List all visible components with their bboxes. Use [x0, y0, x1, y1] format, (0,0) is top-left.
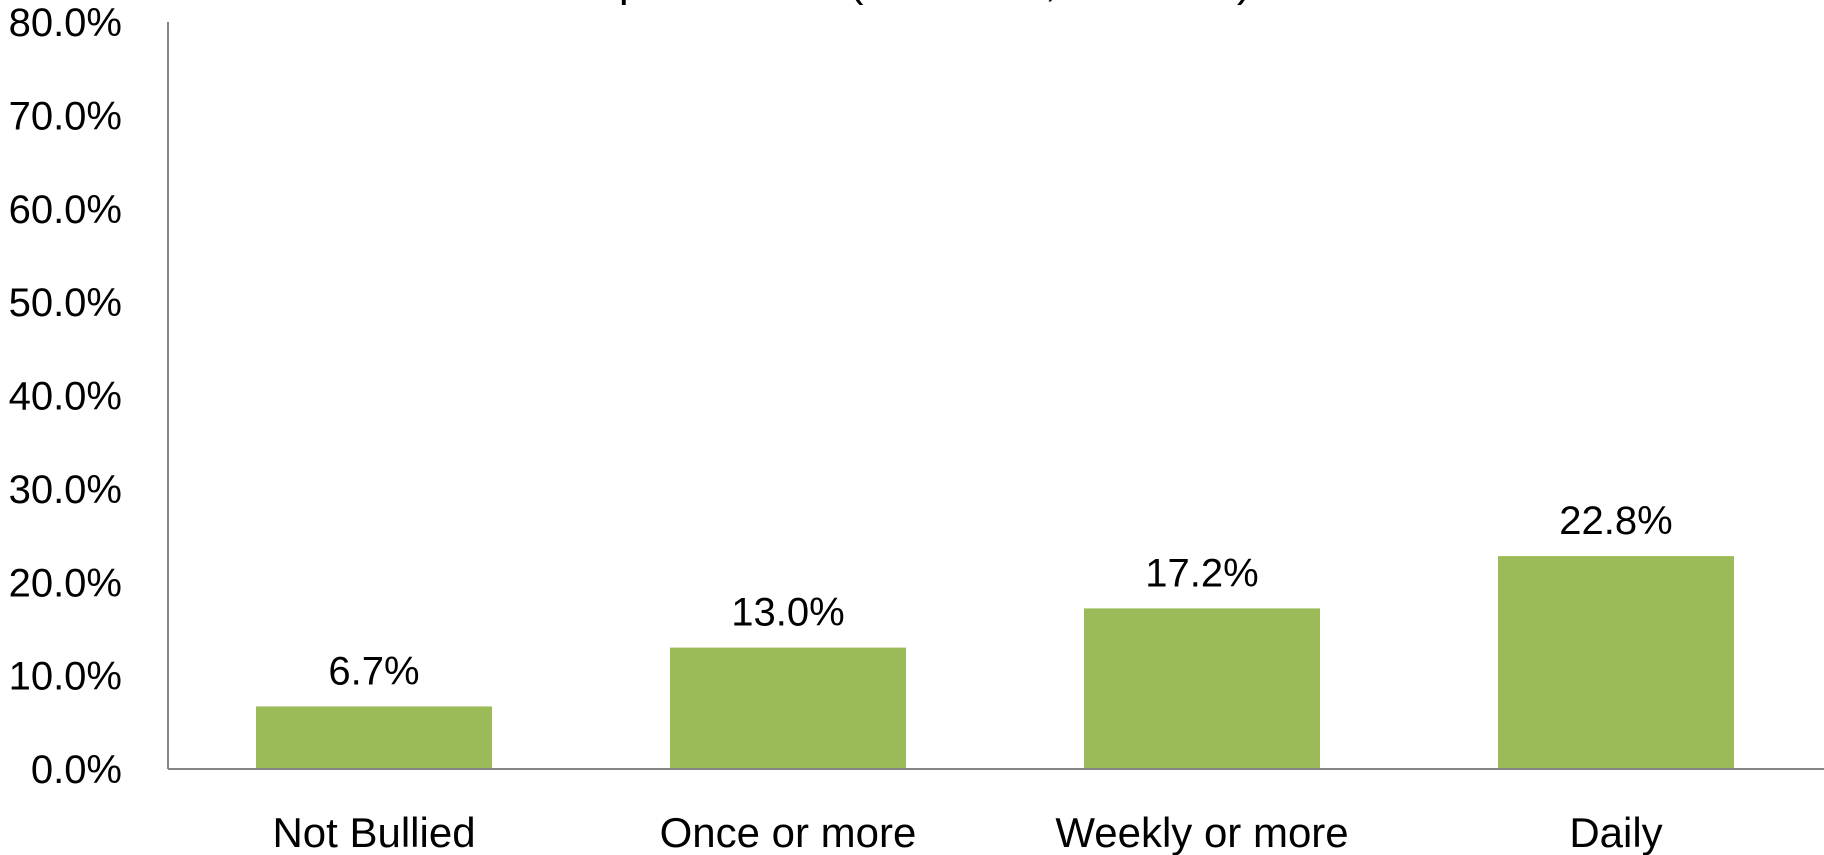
- y-tick-label: 70.0%: [9, 94, 122, 138]
- bar: [1498, 556, 1734, 769]
- y-tick-label: 60.0%: [9, 188, 122, 232]
- x-category-label: Once or more: [660, 809, 917, 855]
- y-tick-label: 10.0%: [9, 655, 122, 699]
- x-category-label: Daily: [1569, 809, 1662, 855]
- y-tick-label: 0.0%: [31, 748, 122, 792]
- data-label: 6.7%: [328, 649, 419, 693]
- bar: [670, 647, 906, 769]
- data-label: 17.2%: [1145, 551, 1258, 595]
- chart-title: in past month (Grades 8, 9 and 11): [572, 0, 1251, 6]
- bar: [256, 706, 492, 769]
- y-tick-label: 30.0%: [9, 468, 122, 512]
- y-tick-label: 80.0%: [9, 1, 122, 45]
- x-category-label: Weekly or more: [1055, 809, 1348, 855]
- bar: [1084, 608, 1320, 769]
- y-tick-label: 40.0%: [9, 375, 122, 419]
- y-tick-label: 50.0%: [9, 281, 122, 325]
- x-category-label: Not Bullied: [272, 809, 475, 855]
- data-label: 13.0%: [731, 591, 844, 635]
- y-tick-label: 20.0%: [9, 561, 122, 605]
- data-label: 22.8%: [1559, 499, 1672, 543]
